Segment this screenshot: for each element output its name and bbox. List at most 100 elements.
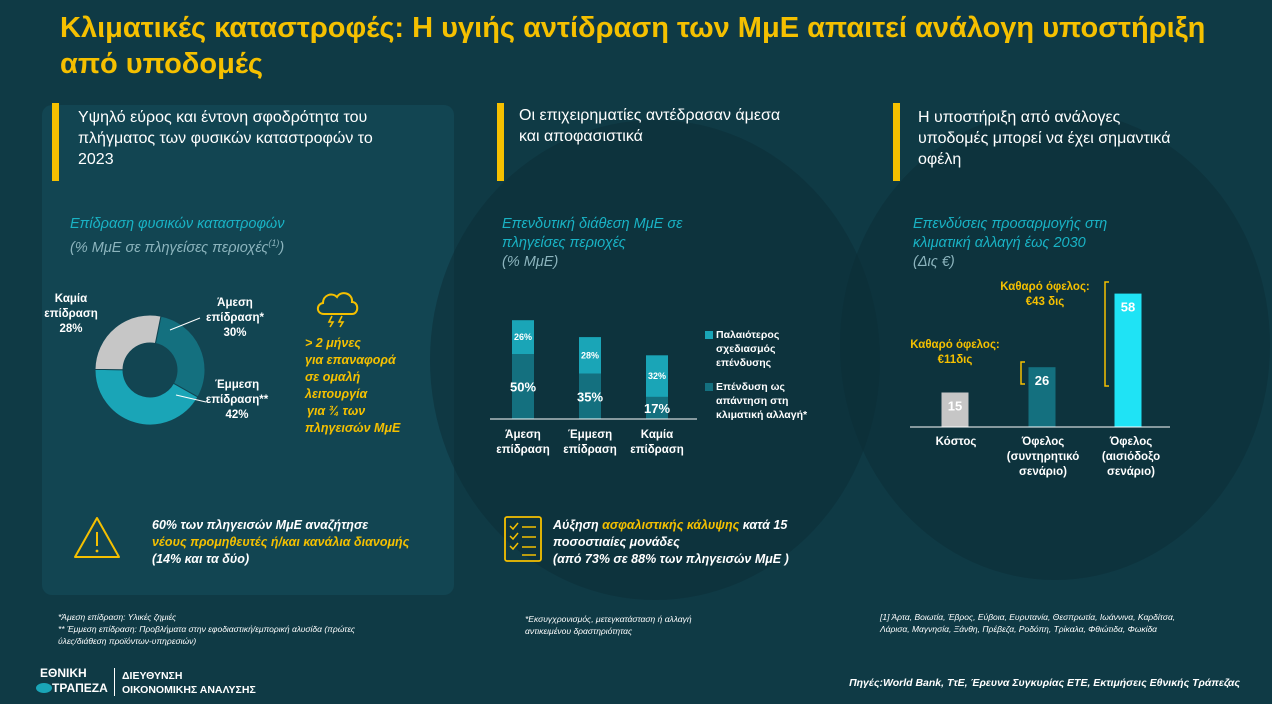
section-header-3: Η υποστήριξη από ανάλογες υποδομές μπορε…: [918, 109, 1171, 168]
net-benefit-optimistic-l2: €43 δις: [1025, 296, 1065, 308]
insurance-note-l1: Αύξηση ασφαλιστικής κάλυψης κατά 15: [553, 517, 853, 534]
section-bar-1: [52, 103, 59, 181]
benefit-cat-3: Όφελος (αισιόδοξο σενάριο): [1090, 435, 1172, 480]
department-l1: ΔΙΕΥΘΥΝΣΗ: [122, 670, 183, 682]
legend-swatch-climate: [705, 383, 713, 391]
stacked-title-l2: πληγείσες περιοχές: [502, 235, 626, 251]
stacked-cat-3-l2: επίδραση: [630, 444, 684, 456]
bracket-optimistic: [1104, 281, 1109, 387]
stacked-cat-3: Καμία επίδραση: [624, 428, 690, 458]
donut-leader-indirect: [175, 394, 207, 403]
suppliers-note-post: (14% και τα δύο): [152, 552, 250, 566]
stacked-bar-climate-1: [512, 354, 534, 419]
footnote-direct: *Άμεση επίδραση: Υλικές ζημιές: [58, 612, 177, 622]
insurance-note-pre: Αύξηση: [553, 518, 599, 532]
donut-slice-indirect: [94, 368, 199, 426]
net-benefit-conservative-l2: €11δις: [937, 354, 973, 366]
footnote-modernization-b: αντικειμένου δραστηριότητας: [525, 626, 633, 636]
benefit-title-l2: κλιματική αλλαγή έως 2030: [913, 235, 1086, 251]
legend-climate-response: Επένδυση ως απάντηση στη κλιματική αλλαγ…: [716, 380, 826, 422]
suppliers-note-highlight: νέους προμηθευτές ή/και κανάλια διανομής: [152, 535, 410, 549]
background-oval-right: [840, 110, 1270, 580]
recovery-note-l3: σε ομαλή: [305, 370, 361, 384]
stacked-cat-3-l1: Καμία: [640, 429, 674, 441]
stacked-label-climate-2: 35%: [577, 389, 603, 404]
donut-label-indirect-value: 42%: [225, 409, 249, 421]
legend-climate-l3: κλιματική αλλαγή*: [716, 409, 808, 421]
benefit-bar-cost: [941, 392, 969, 427]
donut-label-indirect-l2: επίδραση**: [205, 394, 269, 406]
donut-label-none-l2: επίδραση: [44, 308, 98, 320]
stacked-cat-1-l1: Άμεση: [505, 429, 541, 441]
checklist-icon: [504, 516, 542, 562]
stacked-cat-2: Έμμεση επίδραση: [557, 428, 623, 458]
legend-older-l2: σχεδιασμός: [716, 343, 776, 355]
legend-climate-l1: Επένδυση ως: [716, 381, 785, 393]
footnote-modernization-a: *Εκσυγχρονισμός, μετεγκατάσταση ή αλλαγή: [525, 614, 692, 624]
footnote-regions-b: Λάρισα, Μαγνησία, Ξάνθη, Πρέβεζα, Ροδόπη…: [880, 624, 1158, 634]
benefit-title-l1: Επενδύσεις προσαρμογής στη: [913, 216, 1108, 232]
benefit-subtitle: (Δις €): [913, 254, 955, 270]
donut-slice-direct: [154, 315, 206, 398]
recovery-note-l6: πληγεισών ΜμΕ: [305, 421, 401, 435]
donut-label-direct-l2: επίδραση*: [206, 312, 264, 324]
donut-chart-title: Επίδραση φυσικών καταστροφών (% ΜμΕ σε π…: [70, 215, 400, 258]
insurance-note-post2: ποσοστιαίες μονάδες: [553, 535, 680, 549]
storm-cloud-icon: [316, 292, 359, 328]
benefit-cat-3-l3: σενάριο): [1107, 466, 1155, 478]
bank-logo-l2-text: ΤΡΑΠΕΖΑ: [52, 681, 108, 695]
donut-subtitle-text: (% ΜμΕ σε πληγείσες περιοχές: [70, 239, 269, 256]
stacked-bar-chart: 26% 50% 28% 35% 32% 17%: [490, 320, 697, 420]
stacked-bar-older-2: [579, 337, 601, 374]
bank-logo-l2: ΤΡΑΠΕΖΑ: [36, 681, 116, 696]
footnote-right: [1] Άρτα, Βοιωτία, Έβρος, Εύβοια, Ευρυτα…: [880, 611, 1240, 635]
donut-leader-direct: [169, 317, 201, 331]
insurance-note-highlight: ασφαλιστικής κάλυψης: [602, 518, 740, 532]
donut-subtitle: (% ΜμΕ σε πληγείσες περιοχές(1)): [70, 234, 400, 258]
footer-divider: [114, 668, 115, 696]
donut-label-direct: Άμεση επίδραση* 30%: [200, 296, 270, 341]
net-benefit-optimistic-l1: Καθαρό όφελος:: [1000, 281, 1090, 293]
bank-logo-mark-icon: [36, 683, 52, 693]
bracket-conservative: [1020, 361, 1025, 385]
section-header-2: Οι επιχειρηματίες αντέδρασαν άμεσα και α…: [519, 107, 781, 145]
recovery-note-l1: > 2 μήνες: [305, 336, 361, 350]
footnote-regions-a: [1] Άρτα, Βοιωτία, Έβρος, Εύβοια, Ευρυτα…: [880, 612, 1176, 622]
department-l2: ΟΙΚΟΝΟΜΙΚΗΣ ΑΝΑΛΥΣΗΣ: [122, 684, 256, 696]
bank-logo: ΕΘΝΙΚΗ ΤΡΑΠΕΖΑ: [36, 666, 116, 696]
insurance-note-post1: κατά 15: [742, 518, 788, 532]
benefit-cat-2: Όφελος (συντηρητικό σενάριο): [1002, 435, 1084, 480]
stacked-cat-1: Άμεση επίδραση: [490, 428, 556, 458]
department-name: ΔΙΕΥΘΥΝΣΗ ΟΙΚΟΝΟΜΙΚΗΣ ΑΝΑΛΥΣΗΣ: [122, 669, 256, 697]
insurance-note: Αύξηση ασφαλιστικής κάλυψης κατά 15 ποσο…: [553, 517, 853, 568]
stacked-bar-older-3: [646, 355, 668, 397]
legend-older-plan: Παλαιότερος σχεδιασμός επένδυσης: [716, 328, 826, 370]
benefit-bar-conservative-label: 26: [1035, 373, 1049, 388]
stacked-bar-climate-3: [646, 396, 668, 419]
stacked-chart-title: Επενδυτική διάθεση ΜμΕ σε πληγείσες περι…: [502, 215, 762, 272]
net-benefit-optimistic: Καθαρό όφελος: €43 δις: [990, 280, 1100, 310]
stacked-subtitle: (% ΜμΕ): [502, 254, 559, 270]
benefit-cat-2-l1: Όφελος: [1021, 436, 1065, 448]
stacked-label-climate-1: 50%: [510, 380, 536, 395]
footnote-middle: *Εκσυγχρονισμός, μετεγκατάσταση ή αλλαγή…: [525, 613, 755, 637]
stacked-cat-2-l2: επίδραση: [563, 444, 617, 456]
recovery-note-l2: για επαναφορά: [305, 353, 396, 367]
benefit-cat-1: Κόστος: [925, 435, 987, 450]
benefit-chart-title: Επενδύσεις προσαρμογής στη κλιματική αλλ…: [913, 215, 1173, 272]
donut-label-none: Καμία επίδραση 28%: [40, 292, 102, 337]
net-benefit-conservative: Καθαρό όφελος: €11δις: [910, 338, 1000, 368]
benefit-bar-optimistic: [1114, 293, 1142, 427]
donut-slice-none: [94, 314, 162, 371]
benefit-bar-chart: 15 26 58: [910, 281, 1170, 428]
legend-older-l1: Παλαιότερος: [716, 329, 780, 341]
page-title: Κλιματικές καταστροφές: Η υγιής αντίδρασ…: [60, 12, 1206, 80]
stacked-cat-2-l1: Έμμεση: [567, 429, 613, 441]
benefit-cat-2-l2: (συντηρητικό: [1006, 451, 1080, 463]
stacked-label-older-2: 28%: [581, 350, 599, 360]
insurance-note-post3: (από 73% σε 88% των πληγεισών ΜμΕ ): [553, 552, 789, 566]
stacked-bar-older-1: [512, 320, 534, 354]
donut-label-none-l1: Καμία: [54, 293, 88, 305]
benefit-bar-conservative: [1028, 367, 1056, 427]
footnote-indirect-b: ύλες/διάθεση προϊόντων-υπηρεσιών): [58, 636, 197, 646]
